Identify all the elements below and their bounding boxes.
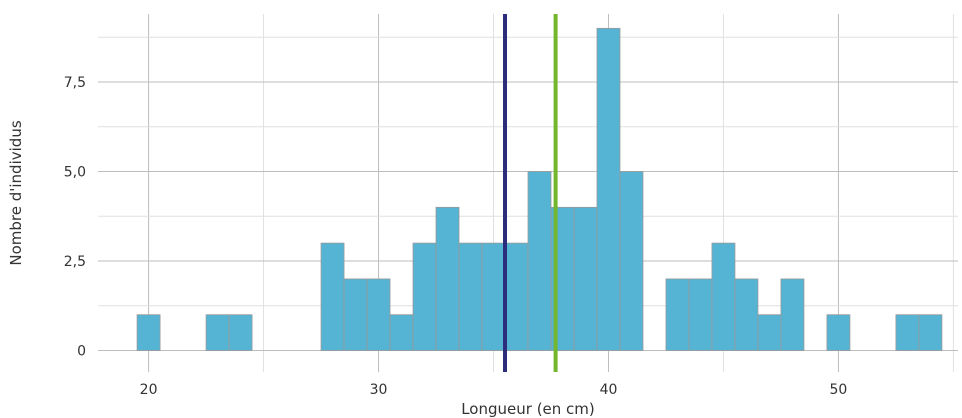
histogram-bar xyxy=(619,171,644,351)
histogram-bar xyxy=(573,206,598,351)
histogram-bar xyxy=(918,314,943,351)
histogram-bar xyxy=(757,314,782,351)
x-tick-label: 20 xyxy=(140,382,158,398)
histogram-bar xyxy=(665,278,690,351)
histogram-bar xyxy=(343,278,368,351)
x-tick-label: 30 xyxy=(370,382,388,398)
histogram-bar xyxy=(435,206,460,351)
histogram-bar xyxy=(320,242,345,351)
x-axis-title: Longueur (en cm) xyxy=(461,400,595,418)
histogram-bar xyxy=(826,314,851,351)
histogram-bar xyxy=(228,314,253,351)
x-tick-label: 50 xyxy=(830,382,848,398)
histogram-bar xyxy=(734,278,759,351)
histogram-bar xyxy=(504,242,529,351)
histogram-bar xyxy=(458,242,483,351)
histogram-bar xyxy=(895,314,920,351)
histogram-bar xyxy=(780,278,805,351)
x-tick-label: 40 xyxy=(600,382,618,398)
histogram-bar xyxy=(366,278,391,351)
histogram-bar xyxy=(136,314,161,351)
y-tick-label: 7,5 xyxy=(64,75,86,91)
histogram-bar xyxy=(596,27,621,351)
histogram-bar xyxy=(711,242,736,351)
histogram-bar xyxy=(481,242,506,351)
y-axis-title: Nombre d'individus xyxy=(7,120,25,265)
histogram-bar xyxy=(688,278,713,351)
y-tick-label: 0 xyxy=(77,344,86,360)
histogram-bar xyxy=(389,314,414,351)
histogram-bar xyxy=(205,314,230,351)
y-tick-label: 2,5 xyxy=(64,254,86,270)
tick-labels: 20 30 40 50 0 2,5 5,0 7,5 xyxy=(64,75,848,398)
y-tick-label: 5,0 xyxy=(64,165,86,181)
histogram-bar xyxy=(527,171,552,351)
histogram-bar xyxy=(412,242,437,351)
reference-lines xyxy=(503,14,558,372)
bars xyxy=(136,27,943,351)
